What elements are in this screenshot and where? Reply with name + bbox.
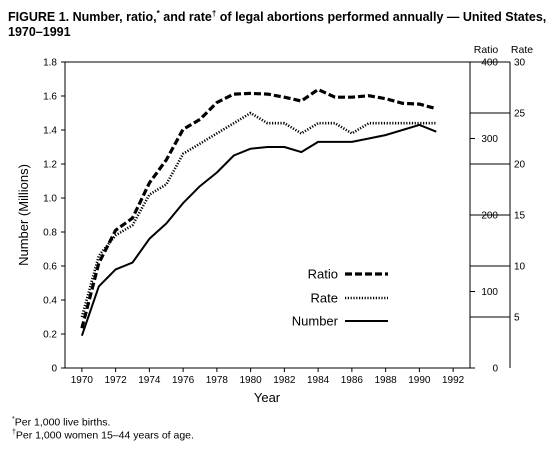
rate-tick-label: 30 bbox=[514, 58, 526, 69]
x-tick-label: 1978 bbox=[206, 375, 229, 386]
ratio-tick-label: 300 bbox=[481, 134, 498, 145]
title-part-3: of legal abortions performed annually — … bbox=[8, 10, 547, 40]
ratio-tick-label: 0 bbox=[492, 364, 498, 375]
x-tick-label: 1986 bbox=[341, 375, 364, 386]
y-axis-title: Number (Millions) bbox=[16, 164, 31, 266]
y-tick-label: 0 bbox=[51, 364, 57, 375]
series-line-ratio bbox=[80, 87, 437, 329]
y-tick-label: 0.2 bbox=[43, 330, 57, 341]
footnote-star-mark: * bbox=[12, 416, 15, 423]
legend-label-number: Number bbox=[292, 314, 339, 329]
x-tick-label: 1990 bbox=[408, 375, 431, 386]
y-tick-label: 1.0 bbox=[43, 194, 57, 205]
y-tick-label: 1.4 bbox=[43, 126, 57, 137]
legend-label-ratio: Ratio bbox=[308, 267, 338, 282]
rate-tick-label: 5 bbox=[514, 313, 520, 324]
x-tick-label: 1972 bbox=[105, 375, 128, 386]
footnote-ratio-text: Per 1,000 live births. bbox=[14, 416, 111, 429]
footnote-rate: †Per 1,000 women 15–44 years of age. bbox=[12, 427, 194, 442]
rate-tick-label: 15 bbox=[514, 211, 526, 222]
x-tick-label: 1974 bbox=[138, 375, 161, 386]
x-tick-label: 1992 bbox=[442, 375, 465, 386]
y-tick-label: 0.4 bbox=[43, 296, 57, 307]
ratio-axis-title: Ratio bbox=[474, 44, 499, 56]
rate-tick-label: 10 bbox=[514, 262, 526, 273]
footnote-ratio: *Per 1,000 live births. bbox=[12, 414, 110, 429]
chart-title: FIGURE 1. Number, ratio,* and rate† of l… bbox=[8, 6, 552, 40]
y-tick-label: 1.2 bbox=[43, 160, 57, 171]
y-tick-label: 0.6 bbox=[43, 262, 57, 273]
footnote-dagger-mark: † bbox=[12, 429, 16, 436]
rate-axis-title: Rate bbox=[511, 44, 533, 56]
series-line-rate bbox=[80, 111, 437, 318]
title-star-mark: * bbox=[156, 9, 160, 18]
x-tick-label: 1980 bbox=[240, 375, 263, 386]
x-axis-title: Year bbox=[254, 390, 281, 405]
legend-label-rate: Rate bbox=[311, 291, 338, 306]
x-tick-label: 1984 bbox=[307, 375, 330, 386]
footnote-rate-text: Per 1,000 women 15–44 years of age. bbox=[15, 429, 194, 442]
title-dagger-mark: † bbox=[211, 9, 217, 18]
ratio-tick-label: 400 bbox=[481, 58, 498, 69]
series-line-number bbox=[80, 123, 437, 337]
x-tick-label: 1976 bbox=[172, 375, 195, 386]
rate-tick-label: 25 bbox=[514, 109, 526, 120]
title-part-1: FIGURE 1. Number, ratio, bbox=[8, 10, 157, 25]
x-tick-label: 1982 bbox=[273, 375, 296, 386]
y-tick-label: 1.8 bbox=[43, 58, 57, 69]
ratio-tick-label: 200 bbox=[481, 211, 498, 222]
y-tick-label: 1.6 bbox=[43, 92, 57, 103]
title-part-2: and rate bbox=[159, 10, 212, 25]
x-tick-label: 1988 bbox=[375, 375, 398, 386]
plot-frame bbox=[64, 61, 471, 369]
rate-tick-label: 20 bbox=[514, 160, 526, 171]
ratio-tick-label: 100 bbox=[481, 287, 498, 298]
y-tick-label: 0.8 bbox=[43, 228, 57, 239]
x-tick-label: 1970 bbox=[71, 375, 94, 386]
